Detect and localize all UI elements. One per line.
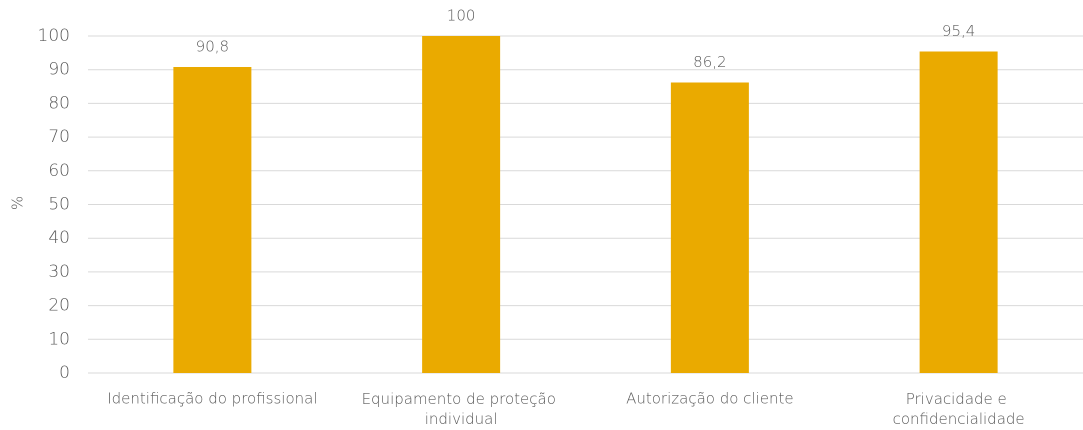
y-tick-label: 0 xyxy=(59,363,70,383)
bar xyxy=(670,82,749,374)
y-tick-label: 30 xyxy=(48,262,70,282)
y-tick-label: 70 xyxy=(48,127,70,147)
value-label: 95,4 xyxy=(942,22,975,40)
y-tick-label: 20 xyxy=(48,296,70,316)
x-tick-label: Identificação do profissional xyxy=(107,390,317,408)
y-tick-label: 50 xyxy=(48,195,70,215)
bar xyxy=(422,36,501,373)
y-tick-label: 80 xyxy=(48,93,70,113)
value-label: 86,2 xyxy=(693,53,726,71)
y-axis-label: % xyxy=(9,196,27,210)
y-tick-label: 60 xyxy=(48,161,70,181)
y-tick-label: 100 xyxy=(38,26,70,46)
y-tick-label: 40 xyxy=(48,228,70,248)
bar xyxy=(173,67,252,373)
x-tick-label: Equipamento de proteção individual xyxy=(362,390,561,428)
y-tick-label: 90 xyxy=(48,60,70,80)
value-label: 100 xyxy=(447,7,476,25)
value-label: 90,8 xyxy=(196,38,229,56)
y-tick-label: 10 xyxy=(48,329,70,349)
x-tick-label: Privacidade e confidencialidade xyxy=(893,390,1025,428)
x-tick-label: Autorização do cliente xyxy=(626,390,794,408)
bar xyxy=(919,51,998,373)
